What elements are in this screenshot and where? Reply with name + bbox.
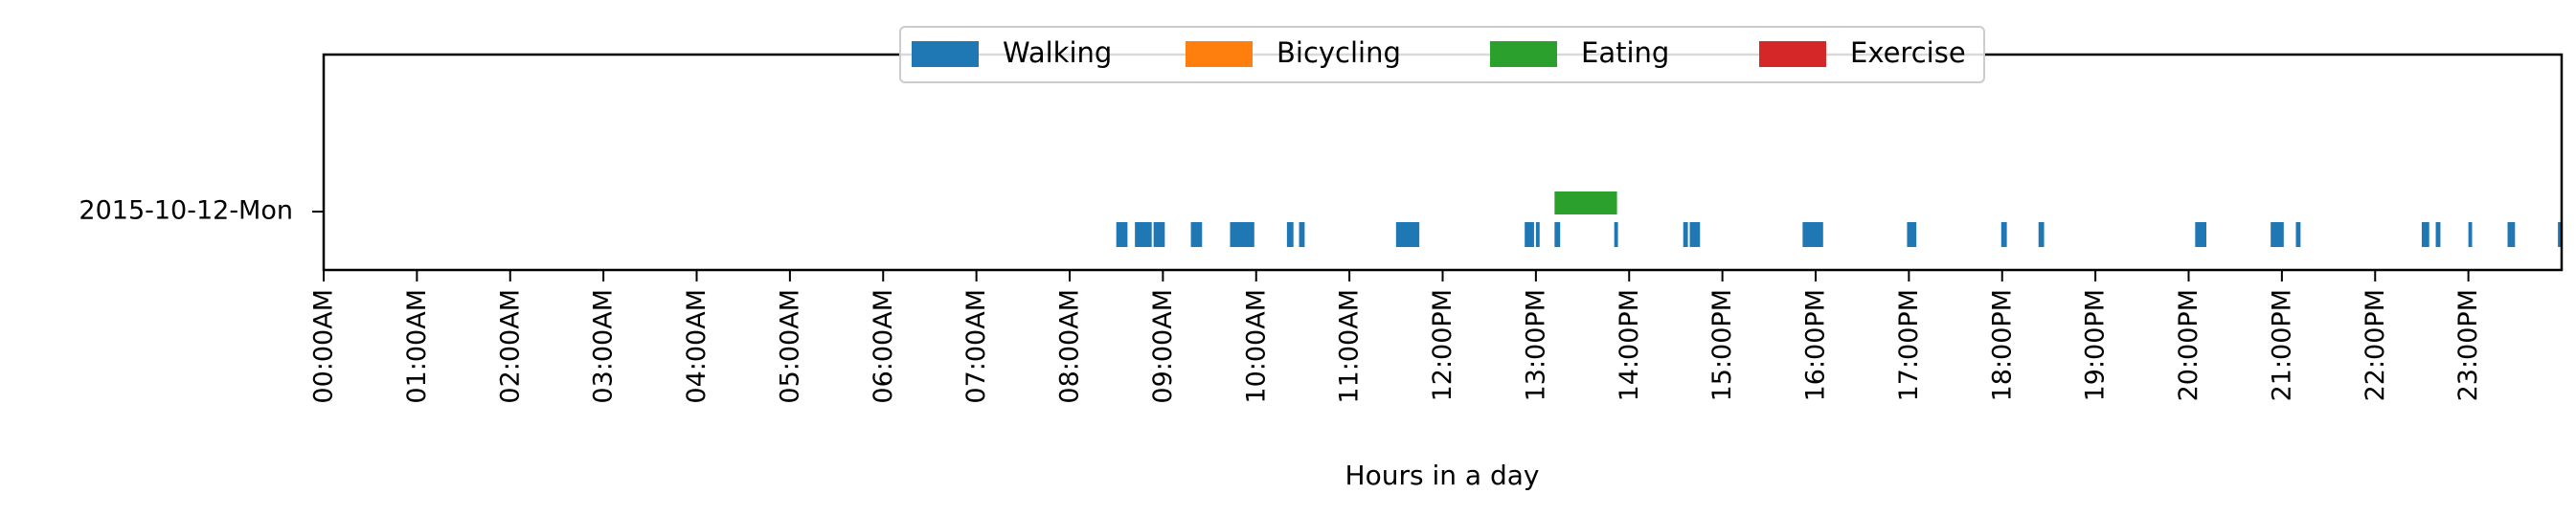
row-label: 2015-10-12-Mon <box>79 196 293 226</box>
walking-interval <box>2000 222 2007 247</box>
walking-interval <box>1525 222 1534 247</box>
walking-interval <box>2295 222 2301 247</box>
eating-legend-label: Eating <box>1581 36 1669 69</box>
walking-interval <box>1116 222 1128 247</box>
walking-legend-swatch <box>912 41 979 67</box>
walking-legend-label: Walking <box>1003 36 1112 69</box>
x-tick-label: 13:00PM <box>1521 289 1550 401</box>
x-tick-label: 03:00AM <box>589 289 619 404</box>
x-tick-label: 05:00AM <box>775 289 804 404</box>
x-axis-label: Hours in a day <box>1345 460 1540 491</box>
walking-interval <box>1907 222 1917 247</box>
eating-interval <box>1554 191 1617 214</box>
walking-interval <box>1689 222 1701 247</box>
legend: Walking Bicycling Eating Exercise <box>899 26 1985 83</box>
walking-interval <box>2271 222 2284 247</box>
activity-bars <box>1116 191 2562 247</box>
x-tick-label: 15:00PM <box>1707 289 1737 401</box>
walking-interval <box>2435 222 2441 247</box>
walking-interval <box>2038 222 2045 247</box>
walking-interval <box>1554 222 1561 247</box>
x-tick-label: 07:00AM <box>961 289 991 404</box>
x-tick-label: 10:00AM <box>1241 289 1271 404</box>
x-tick-label: 11:00AM <box>1335 289 1365 404</box>
walking-interval <box>1286 222 1294 247</box>
walking-interval <box>1395 222 1420 247</box>
walking-interval <box>2421 222 2429 247</box>
walking-interval <box>1153 222 1165 247</box>
x-tick-label: 00:00AM <box>309 289 339 404</box>
x-tick-label: 08:00AM <box>1055 289 1085 404</box>
walking-interval <box>1535 222 1540 247</box>
x-tick-label: 20:00PM <box>2174 289 2203 401</box>
x-tick-label: 23:00PM <box>2453 289 2483 401</box>
walking-interval <box>2468 222 2473 247</box>
bicycling-legend-swatch <box>1186 41 1253 67</box>
x-tick-label: 18:00PM <box>1987 289 2017 401</box>
bicycling-legend-label: Bicycling <box>1277 36 1401 69</box>
exercise-legend-swatch <box>1759 41 1826 67</box>
x-tick-label: 02:00AM <box>495 289 525 404</box>
x-tick-label: 12:00PM <box>1428 289 1457 401</box>
x-tick-label: 01:00AM <box>402 289 432 404</box>
walking-interval <box>1614 222 1618 247</box>
walking-interval <box>1230 222 1254 247</box>
legend-frame <box>899 26 1985 83</box>
x-tick-label: 09:00AM <box>1148 289 1178 404</box>
eating-legend-swatch <box>1490 41 1557 67</box>
y-axis: 2015-10-12-Mon <box>79 196 324 226</box>
x-tick-label: 17:00PM <box>1894 289 1924 401</box>
plot-frame <box>322 53 2564 272</box>
walking-interval <box>1802 222 1823 247</box>
x-tick-label: 19:00PM <box>2081 289 2111 401</box>
x-tick-label: 04:00AM <box>682 289 712 404</box>
walking-interval <box>2507 222 2516 247</box>
walking-interval <box>1135 222 1152 247</box>
x-axis: 00:00AM 01:00AM 02:00AM 03:00AM 04:00AM 05:00… <box>309 270 2483 404</box>
walking-interval <box>1299 222 1305 247</box>
x-tick-label: 06:00AM <box>869 289 898 404</box>
x-tick-label: 21:00PM <box>2267 289 2296 401</box>
walking-interval <box>1190 222 1203 247</box>
exercise-legend-label: Exercise <box>1850 36 1966 69</box>
walking-interval <box>1683 222 1688 247</box>
walking-interval <box>2195 222 2207 247</box>
x-tick-label: 22:00PM <box>2361 289 2390 401</box>
x-tick-label: 16:00PM <box>1801 289 1831 401</box>
x-tick-label: 14:00PM <box>1615 289 1644 401</box>
walking-interval <box>2558 222 2562 247</box>
